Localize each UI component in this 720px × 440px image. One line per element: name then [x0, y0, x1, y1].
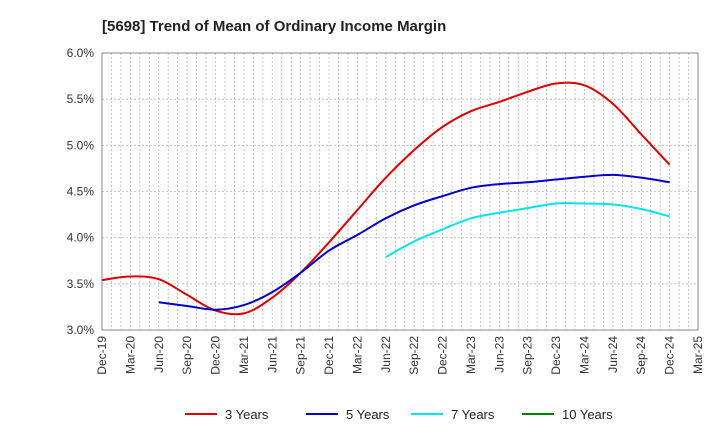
- x-tick-label: Jun-24: [606, 336, 620, 373]
- x-tick-label: Sep-24: [634, 336, 648, 375]
- y-tick-label: 4.0%: [67, 231, 95, 245]
- legend-label-10-years: 10 Years: [562, 407, 613, 422]
- x-tick-label: Mar-23: [464, 336, 478, 374]
- x-tick-label: Dec-19: [95, 336, 109, 375]
- x-tick-label: Mar-22: [350, 336, 364, 374]
- x-tick-label: Mar-24: [577, 336, 591, 374]
- x-tick-label: Mar-25: [691, 336, 705, 374]
- x-tick-label: Jun-22: [379, 336, 393, 373]
- x-tick-label: Jun-23: [492, 336, 506, 373]
- x-tick-label: Sep-22: [407, 336, 421, 375]
- y-tick-label: 5.0%: [67, 138, 95, 152]
- x-tick-label: Dec-22: [436, 336, 450, 375]
- legend-label-5-years: 5 Years: [346, 407, 390, 422]
- y-tick-label: 6.0%: [67, 46, 95, 60]
- y-tick-label: 4.5%: [67, 185, 95, 199]
- grid-lines: [102, 52, 698, 331]
- x-tick-label: Dec-23: [549, 336, 563, 375]
- x-tick-label: Dec-21: [322, 336, 336, 375]
- series-line-7-years: [385, 202, 670, 258]
- x-tick-label: Sep-21: [294, 336, 308, 375]
- chart-title: [5698] Trend of Mean of Ordinary Income …: [102, 18, 446, 35]
- y-axis: 3.0% 3.5% 4.0% 4.5% 5.0% 5.5% 6.0%: [67, 46, 95, 337]
- series-line-5-years: [158, 173, 670, 311]
- x-tick-label: Jun-20: [152, 336, 166, 373]
- x-tick-label: Sep-20: [180, 336, 194, 375]
- series-lines: [101, 81, 671, 316]
- legend: 3 Years 5 Years 7 Years 10 Years: [185, 407, 613, 422]
- x-axis: Dec-19 Mar-20 Jun-20 Sep-20 Dec-20 Mar-21 Jun-…: [95, 336, 705, 375]
- x-tick-label: Dec-20: [209, 336, 223, 375]
- x-tick-label: Mar-21: [237, 336, 251, 374]
- x-tick-label: Sep-23: [521, 336, 535, 375]
- y-tick-label: 3.0%: [67, 323, 95, 337]
- series-line-3-years: [101, 81, 671, 316]
- y-tick-label: 3.5%: [67, 277, 95, 291]
- x-tick-label: Dec-24: [663, 336, 677, 375]
- plot-area-frame: [101, 52, 699, 331]
- legend-label-7-years: 7 Years: [451, 407, 495, 422]
- legend-label-3-years: 3 Years: [225, 407, 269, 422]
- y-tick-label: 5.5%: [67, 92, 95, 106]
- x-tick-label: Jun-21: [265, 336, 279, 373]
- x-tick-label: Mar-20: [123, 336, 137, 374]
